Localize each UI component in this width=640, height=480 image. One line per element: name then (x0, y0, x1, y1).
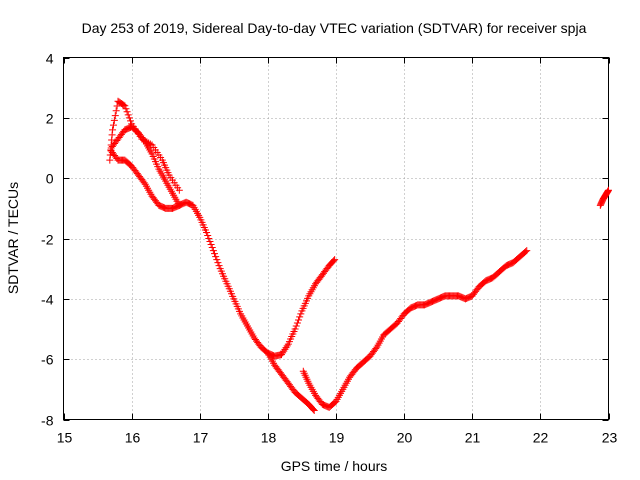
data-point (291, 325, 299, 333)
x-tick-label: 18 (261, 430, 277, 446)
grid (63, 57, 609, 420)
data-point (372, 345, 380, 353)
data-point (109, 126, 117, 134)
x-tick-label: 20 (397, 430, 413, 446)
series-track-f (596, 186, 612, 209)
x-tick-label: 19 (329, 430, 345, 446)
x-tick-label: 15 (57, 430, 73, 446)
y-tick-label: 0 (46, 171, 54, 187)
series-track-d (299, 247, 531, 411)
data-point (213, 256, 221, 264)
data-point (205, 235, 213, 242)
data-point (310, 406, 318, 414)
data-point (295, 316, 303, 324)
data-point (292, 322, 300, 330)
y-tick-label: -6 (41, 352, 54, 368)
data-point (283, 342, 291, 350)
x-tick-label: 23 (602, 430, 618, 446)
x-tick-label: 16 (125, 430, 141, 446)
data-point (111, 112, 119, 120)
data-point (110, 116, 118, 124)
data-point (122, 105, 130, 113)
data-point (121, 102, 129, 110)
data-point (331, 256, 339, 264)
data-point (309, 405, 317, 413)
y-tick-label: -4 (41, 292, 54, 308)
data-point (113, 102, 121, 110)
data-point (140, 179, 148, 187)
series-track-e (264, 349, 318, 414)
data-point (330, 257, 338, 265)
data-point (109, 121, 117, 129)
data-point (206, 238, 214, 246)
data-point (523, 247, 531, 255)
y-tick-label: 2 (46, 111, 54, 127)
data-point (522, 248, 530, 256)
data-point (123, 108, 131, 116)
data-point (278, 351, 285, 359)
data-point (279, 349, 287, 357)
data-point (203, 228, 211, 236)
series-track-b (107, 123, 183, 209)
x-tick-label: 17 (193, 430, 209, 446)
series-track-c (107, 147, 339, 360)
y-tick-label: 4 (46, 51, 54, 67)
data-point (282, 344, 290, 352)
data-point (293, 319, 301, 327)
y-tick-label: -8 (41, 413, 54, 429)
x-tick-labels: 15 16 17 18 19 20 21 22 23 (57, 430, 618, 446)
data-point (214, 259, 222, 267)
data-point (297, 310, 305, 318)
data-point (120, 101, 128, 109)
x-tick-label: 21 (465, 430, 481, 446)
series-track-a (106, 97, 183, 194)
data-point (209, 247, 217, 255)
y-tick-label: -2 (41, 232, 54, 248)
data-point (605, 186, 612, 194)
data-point (207, 241, 215, 249)
data-point (281, 345, 289, 353)
data-point (280, 347, 288, 355)
data-point (296, 313, 304, 321)
data-point (112, 107, 120, 115)
data-point (215, 262, 223, 270)
data-point (124, 111, 132, 119)
data-point (212, 253, 220, 261)
data-point (125, 114, 133, 122)
data-point (140, 136, 148, 144)
data-series (106, 97, 612, 414)
data-point (211, 250, 219, 258)
data-point (175, 186, 183, 194)
data-point (208, 244, 216, 252)
chart-title: Day 253 of 2019, Sidereal Day-to-day VTE… (82, 20, 587, 36)
x-axis-label: GPS time / hours (281, 458, 388, 474)
data-point (126, 117, 134, 125)
axis-ticks (63, 57, 610, 421)
y-axis-label: SDTVAR / TECUs (5, 182, 21, 294)
data-point (204, 231, 212, 239)
x-tick-label: 22 (533, 430, 549, 446)
y-tick-labels: -8 -6 -4 -2 0 2 4 (41, 51, 54, 429)
